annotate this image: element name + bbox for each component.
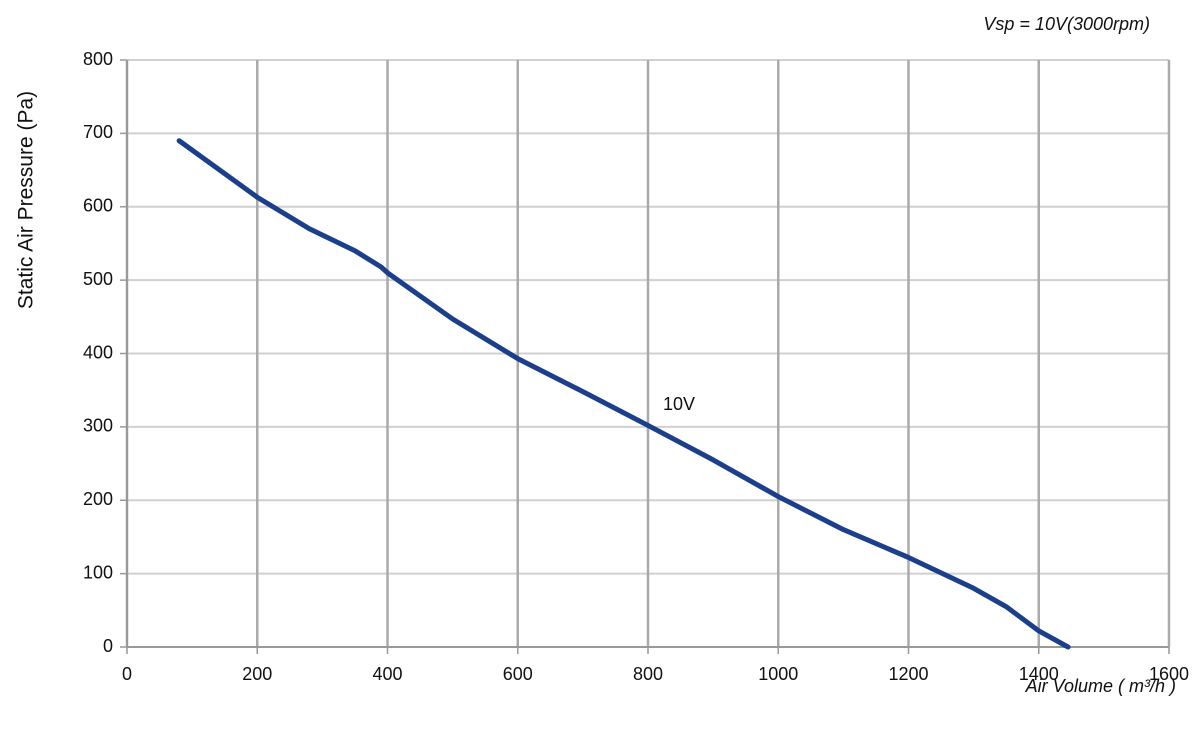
x-tick-label: 400 [372,664,402,684]
y-tick-label: 400 [83,342,113,362]
y-tick-label: 0 [103,636,113,656]
chart-title: Vsp = 10V(3000rpm) [983,14,1150,34]
y-tick-label: 800 [83,49,113,69]
data-line [176,138,1071,650]
y-tick-label: 500 [83,269,113,289]
x-tick-label: 600 [503,664,533,684]
y-tick-label: 600 [83,196,113,216]
y-tick-label: 100 [83,562,113,582]
y-tick-label: 200 [83,489,113,509]
x-tick-label: 1600 [1149,664,1189,684]
x-tick-label: 800 [633,664,663,684]
x-tick-label: 0 [122,664,132,684]
x-tick-label: 1200 [888,664,928,684]
y-tick-label: 700 [83,122,113,142]
x-tick-label: 200 [242,664,272,684]
x-tick-label: 1000 [758,664,798,684]
x-axis-label: Air Volume ( m³/h ) [1025,676,1176,696]
y-axis-label: Static Air Pressure (Pa) [15,91,38,309]
annotation: 10V [663,394,695,414]
x-tick-label: 1400 [1019,664,1059,684]
y-tick-label: 300 [83,416,113,436]
